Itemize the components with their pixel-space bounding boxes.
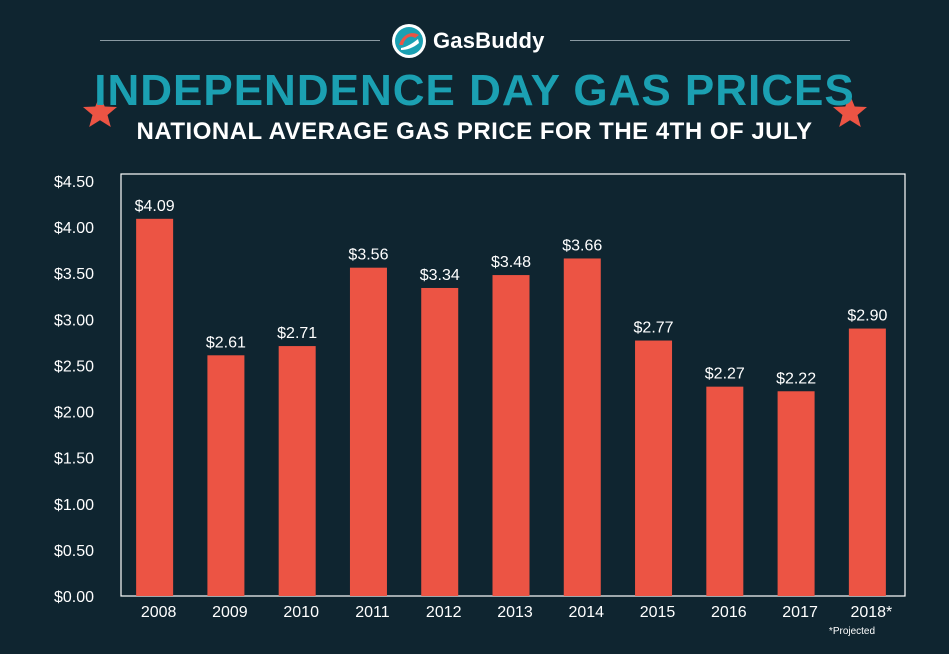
gasbuddy-logo-icon	[392, 24, 426, 58]
bar-value-label: $2.71	[277, 325, 317, 342]
y-tick-label: $2.50	[54, 358, 94, 375]
bar-value-label: $3.48	[491, 254, 531, 271]
x-category-label: 2015	[640, 604, 676, 621]
brand-logo: GasBuddy	[391, 22, 561, 60]
bar-value-label: $2.61	[206, 334, 246, 351]
bar	[777, 391, 815, 596]
bar	[136, 218, 174, 597]
footnote: *Projected	[828, 626, 876, 637]
chart-title: INDEPENDENCE DAY GAS PRICES	[94, 66, 855, 115]
bar	[706, 386, 744, 596]
y-tick-label: $3.00	[54, 312, 94, 329]
bar-value-label: $3.34	[420, 267, 460, 284]
x-category-label: 2018*	[850, 604, 892, 621]
bar-value-label: $2.77	[634, 320, 674, 337]
y-tick-label: $1.00	[54, 497, 94, 514]
x-category-label: 2014	[568, 604, 604, 621]
y-tick-label: $4.50	[54, 174, 94, 191]
bar	[349, 267, 387, 596]
x-category-label: 2012	[426, 604, 462, 621]
bar-value-label: $4.09	[135, 198, 175, 215]
x-category-label: 2013	[497, 604, 533, 621]
bar-value-label: $3.56	[348, 247, 388, 264]
bar-value-label: $2.27	[705, 366, 745, 383]
y-tick-label: $2.00	[54, 405, 94, 422]
y-tick-label: $0.00	[54, 589, 94, 606]
chart-subtitle: NATIONAL AVERAGE GAS PRICE FOR THE 4TH O…	[136, 118, 813, 145]
bar	[492, 275, 530, 596]
y-tick-label: $0.50	[54, 543, 94, 560]
star-icon-right	[833, 95, 867, 127]
y-tick-label: $1.50	[54, 451, 94, 468]
bar	[635, 340, 673, 596]
y-tick-label: $3.50	[54, 266, 94, 283]
brand-name: GasBuddy	[433, 28, 545, 53]
bar-value-label: $2.90	[847, 308, 887, 325]
bar	[563, 258, 601, 596]
x-category-label: 2010	[283, 604, 319, 621]
bar	[207, 355, 245, 596]
bar	[421, 287, 459, 596]
bar-value-label: $2.22	[776, 370, 816, 387]
header-divider-right	[570, 40, 850, 41]
bar-value-label: $3.66	[562, 237, 602, 254]
x-category-label: 2011	[355, 604, 390, 621]
header-divider-left	[100, 40, 380, 41]
x-category-label: 2009	[212, 604, 248, 621]
bar	[278, 346, 316, 596]
star-icon-left	[83, 95, 117, 127]
x-category-label: 2008	[141, 604, 177, 621]
x-category-label: 2017	[782, 604, 818, 621]
y-tick-label: $4.00	[54, 220, 94, 237]
x-category-label: 2016	[711, 604, 747, 621]
bar	[848, 328, 886, 596]
